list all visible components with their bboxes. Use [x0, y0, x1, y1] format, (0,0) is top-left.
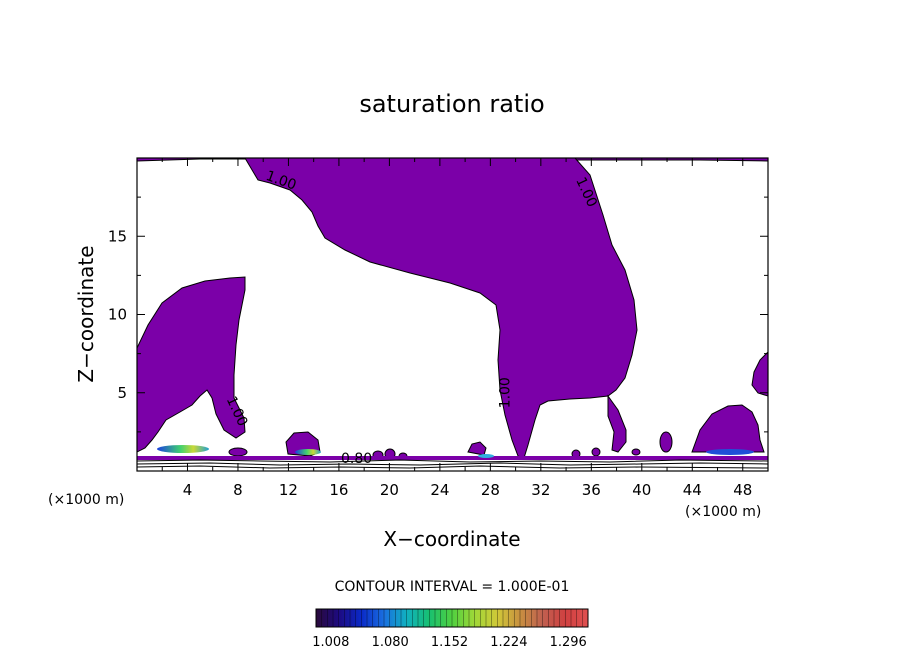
x-tick-label: 8: [233, 481, 243, 499]
chart-title: saturation ratio: [359, 90, 544, 118]
hotspot-14km: [295, 449, 321, 455]
x-tick-label: 32: [531, 481, 550, 499]
hotspots: [157, 445, 754, 458]
x-tick-label: 36: [582, 481, 601, 499]
x-tick-label: 28: [481, 481, 500, 499]
right-edge-region: [751, 351, 768, 397]
x-axis-label: X−coordinate: [383, 527, 520, 551]
central-lower-lobe: [607, 394, 627, 453]
contour-label: 0.80: [341, 451, 372, 467]
x-tick-label: 44: [683, 481, 702, 499]
colorbar-ticks: 1.008 1.080 1.152 1.224 1.296: [312, 609, 587, 650]
y-tick-label: 5: [117, 384, 127, 402]
contour-label: 1.00: [497, 377, 513, 408]
colorbar-tick-label: 1.296: [550, 635, 587, 650]
surface-contours: [137, 459, 768, 469]
small-cell-37km: [591, 447, 601, 457]
y-axis-label: Z−coordinate: [74, 245, 98, 382]
x-tick-label: 24: [430, 481, 449, 499]
colorbar-tick-label: 1.224: [490, 635, 527, 650]
colorbar-tick-label: 1.080: [372, 635, 409, 650]
hotspot-5km: [157, 445, 209, 453]
y-tick-label: 10: [108, 306, 127, 324]
x-tick-label: 40: [632, 481, 651, 499]
x-tick-label: 4: [183, 481, 193, 499]
colorbar-tick-label: 1.008: [312, 635, 349, 650]
y-tick-label: 15: [108, 227, 127, 245]
hotspot-28km: [478, 454, 494, 458]
x-tick-label: 12: [279, 481, 298, 499]
x-axis-unit-left: (×1000 m): [48, 492, 124, 508]
x-tick-label: 16: [329, 481, 348, 499]
y-axis-ticks: 5 10 15: [108, 196, 768, 433]
x-axis-unit-right: (×1000 m): [685, 504, 761, 520]
right-lower-region: [691, 404, 765, 453]
supersaturated-regions: [137, 158, 768, 460]
left-region: [137, 276, 246, 453]
small-cell-42km: [659, 431, 673, 453]
x-tick-label: 48: [733, 481, 752, 499]
contour-interval-text: CONTOUR INTERVAL = 1.000E-01: [335, 579, 570, 595]
small-cell-40km: [631, 448, 641, 456]
colorbar-tick-label: 1.152: [431, 635, 468, 650]
x-tick-label: 20: [380, 481, 399, 499]
hotspot-46km: [706, 449, 754, 455]
x-axis-ticks: 4 8 12 16 20 24 28 32 36 40 44 48: [161, 158, 752, 499]
small-cell-26km: [467, 441, 487, 456]
surface-layer: [137, 456, 768, 460]
upper-central-region: [244, 158, 638, 459]
small-cell-6km: [228, 447, 248, 457]
